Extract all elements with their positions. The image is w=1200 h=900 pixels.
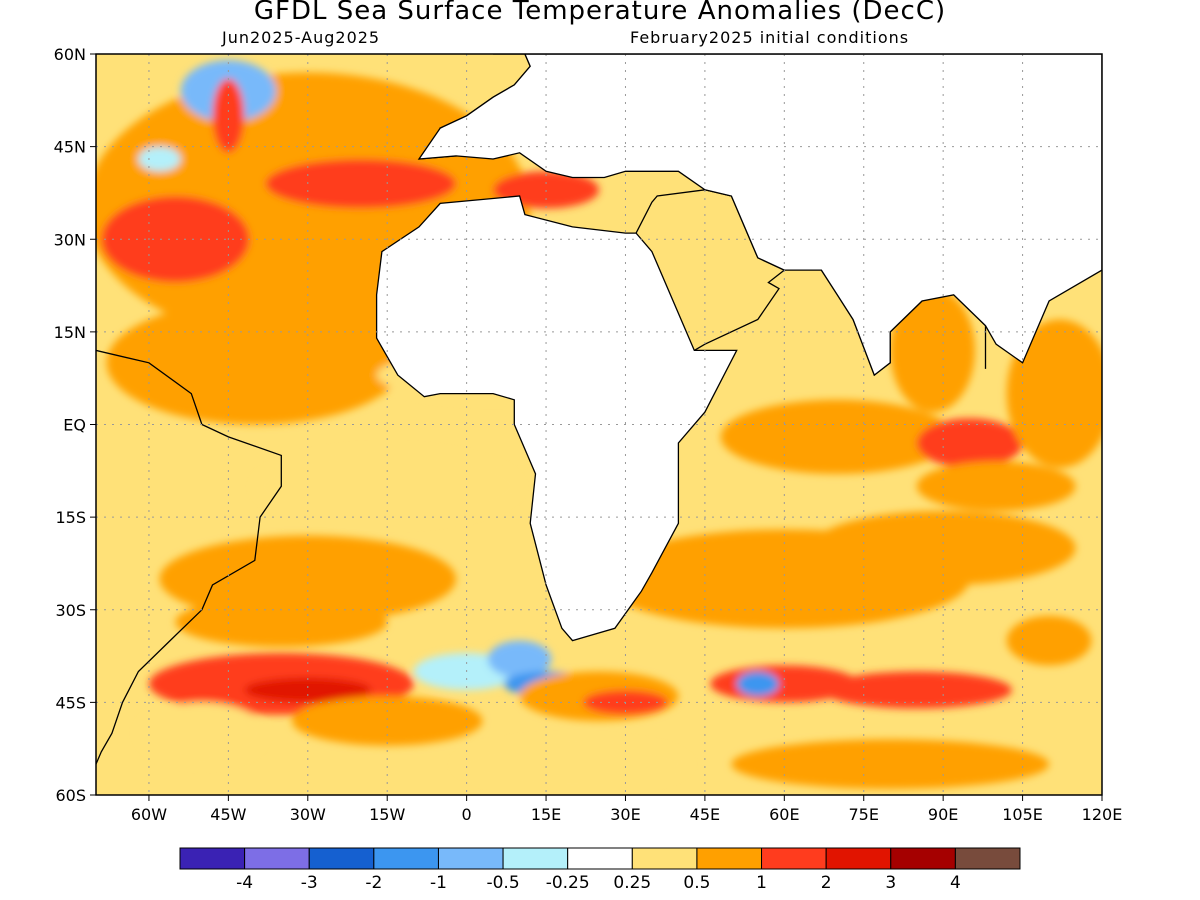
y-tick-label: EQ [63, 416, 86, 435]
x-tick-label: 30E [610, 805, 640, 824]
anomaly-region-3 [265, 158, 457, 209]
anomaly-region-6 [138, 146, 181, 172]
anomaly-region-14 [138, 702, 266, 765]
colorbar-label: 1 [756, 873, 767, 893]
y-tick-label: 30S [55, 601, 86, 620]
anomaly-region-22 [916, 418, 1023, 468]
colorbar-label: 4 [950, 873, 961, 893]
anomaly-region-28 [736, 671, 780, 697]
colorbar-swatch [244, 847, 310, 870]
continents [96, 54, 1102, 765]
y-tick-label: 15S [55, 508, 86, 527]
colorbar-label: 2 [821, 873, 832, 893]
colorbar-swatch [890, 847, 956, 870]
anomaly-region-25 [810, 510, 1076, 586]
anomaly-region-16 [487, 640, 552, 678]
colorbar-label: -3 [301, 873, 318, 893]
x-tick-label: 90E [928, 805, 958, 824]
colorbar: -4 -3 -2 -1 -0.5 -0.25 0.25 0.5 1 2 3 4 [179, 847, 1021, 893]
x-tick-label: 0 [462, 805, 472, 824]
anomaly-region-5 [212, 78, 245, 153]
colorbar-swatch [696, 847, 763, 870]
colorbar-swatch [437, 847, 504, 870]
colorbar-label: -2 [365, 873, 382, 893]
continent-africa [375, 195, 738, 642]
anomaly-region-29 [821, 671, 1012, 709]
x-tick-label: 45W [210, 805, 246, 824]
anomaly-region-2 [101, 196, 250, 283]
x-tick-label: 75E [849, 805, 879, 824]
continent-south-america [96, 349, 282, 765]
x-tick-label: 60E [769, 805, 799, 824]
colorbar-swatch [631, 847, 698, 870]
y-tick-label: 30N [54, 230, 86, 249]
anomaly-region-32 [1006, 319, 1102, 468]
colorbar-label: -0.25 [546, 873, 590, 893]
y-axis: 60N 45N 30N 15N EQ 15S 30S 45S 60S [54, 45, 96, 805]
y-tick-label: 45N [54, 138, 86, 157]
initial-conditions: February2025 initial conditions [630, 28, 910, 47]
colorbar-label: -0.5 [486, 873, 519, 893]
anomaly-region-1 [106, 301, 404, 425]
anomaly-region-13 [291, 696, 483, 746]
x-tick-label: 105E [1002, 805, 1043, 824]
anomaly-region-30 [731, 739, 1050, 789]
anomaly-region-12 [244, 677, 372, 703]
anomaly-region-23 [890, 288, 975, 413]
anomaly-region-21 [720, 399, 954, 474]
colorbar-label: 0.5 [683, 873, 710, 893]
colorbar-label: -4 [236, 873, 253, 893]
colorbar-swatch [567, 847, 633, 870]
y-tick-label: 60N [54, 45, 86, 64]
x-tick-label: 120E [1082, 805, 1123, 824]
colorbar-swatch [825, 847, 892, 870]
anomaly-region-10 [175, 597, 388, 647]
x-tick-label: 15E [531, 805, 561, 824]
x-tick-label: 60W [131, 805, 167, 824]
anomaly-region-31 [1006, 615, 1092, 666]
anomaly-region-20 [456, 739, 690, 789]
x-axis: 60W 45W 30W 15W 0 15E 30E 45E 60E 75E 90E 105E 120E [131, 795, 1122, 824]
y-tick-label: 60S [55, 786, 86, 805]
colorbar-swatch [761, 847, 827, 870]
x-tick-label: 45E [690, 805, 720, 824]
y-tick-label: 45S [55, 693, 86, 712]
colorbar-swatch [954, 847, 1021, 870]
colorbar-swatch [373, 847, 439, 870]
land-eurasia [417, 54, 1102, 377]
colorbar-swatch [179, 847, 246, 870]
anomaly-region-26 [916, 461, 1076, 511]
colorbar-label: 3 [885, 873, 896, 893]
forecast-period: Jun2025-Aug2025 [222, 28, 381, 47]
map-title: GFDL Sea Surface Temperature Anomalies (… [253, 0, 947, 26]
y-tick-label: 15N [54, 323, 86, 342]
x-tick-label: 15W [369, 805, 405, 824]
colorbar-label: -1 [430, 873, 447, 893]
colorbar-swatch [308, 847, 375, 870]
colorbar-label: 0.25 [613, 873, 651, 893]
gridlines [96, 54, 1102, 795]
x-tick-label: 30W [290, 805, 326, 824]
colorbar-swatch [502, 847, 569, 870]
